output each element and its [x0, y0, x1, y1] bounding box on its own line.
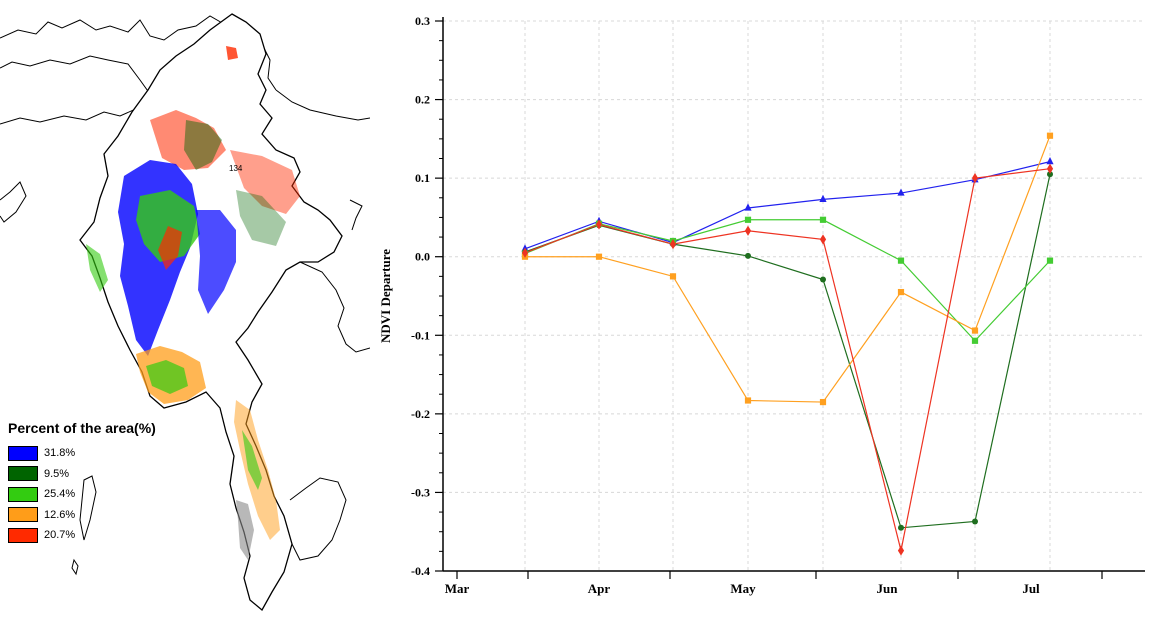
island [79, 475, 97, 541]
data-point [744, 203, 752, 211]
neighbor-border-west [0, 55, 151, 125]
legend-label: 20.7% [44, 529, 76, 542]
legend-swatch [8, 445, 38, 461]
data-point [897, 288, 905, 296]
data-point [971, 337, 979, 344]
data-point [971, 173, 979, 184]
data-point [819, 194, 827, 202]
legend-swatch [8, 527, 38, 543]
x-tick-label: Jul [1022, 581, 1040, 596]
x-tick-label: Apr [588, 581, 611, 596]
south-strip-green [242, 430, 262, 490]
blue-region-east [196, 210, 236, 314]
grey-islands [236, 500, 254, 560]
data-point [971, 327, 979, 334]
y-tick-label: 0.2 [415, 93, 430, 107]
coastline-peninsula [349, 199, 363, 231]
legend-label: 9.5% [44, 467, 70, 480]
data-point [897, 545, 905, 556]
data-point [669, 273, 677, 280]
data-point [972, 518, 978, 525]
region-label: 134 [229, 164, 243, 173]
legend-item: 25.4% [8, 484, 156, 505]
map-panel: 134 Percent of the area(%) 31.8% 9.5% 25… [0, 0, 370, 618]
y-tick-label: 0.0 [415, 250, 430, 264]
neighbor-border-east [275, 89, 370, 121]
data-point [595, 219, 603, 230]
north-red-spot [226, 46, 238, 60]
y-tick-label: -0.4 [411, 564, 430, 578]
series-line [525, 135, 1051, 403]
x-tick-label: May [730, 581, 756, 596]
country-map: 134 [0, 13, 370, 612]
legend-item: 31.8% [8, 443, 156, 464]
coastline-bay [0, 181, 27, 223]
neighbor-border-southeast [299, 261, 370, 353]
data-point [897, 188, 905, 196]
data-point [819, 216, 827, 223]
legend-swatch [8, 507, 38, 523]
data-point [819, 398, 827, 406]
data-point [1046, 257, 1054, 264]
y-tick-label: -0.3 [411, 485, 430, 499]
data-point [1046, 132, 1054, 139]
data-point [898, 524, 904, 531]
legend-label: 25.4% [44, 488, 76, 501]
data-point [1046, 157, 1054, 165]
green-region-east [236, 190, 286, 246]
legend-title: Percent of the area(%) [8, 420, 156, 436]
y-tick-label: 0.1 [415, 171, 430, 185]
data-point [819, 234, 827, 245]
x-tick-label: Jun [877, 581, 899, 596]
legend-item: 12.6% [8, 505, 156, 526]
data-point [744, 225, 752, 236]
red-region-east [230, 150, 300, 214]
green-region-north [184, 120, 222, 170]
y-axis-label: NDVI Departure [378, 249, 393, 343]
legend-item: 20.7% [8, 525, 156, 546]
legend-label: 12.6% [44, 508, 76, 521]
data-point [745, 252, 751, 259]
data-point [595, 253, 603, 260]
series-line [524, 168, 1051, 551]
legend-swatch [8, 486, 38, 502]
legend-item: 9.5% [8, 464, 156, 485]
data-point [744, 216, 752, 223]
island-small [71, 558, 79, 576]
legend-label: 31.8% [44, 447, 76, 460]
red-region-central [158, 226, 182, 270]
y-tick-label: -0.1 [411, 328, 430, 342]
delta-green [146, 360, 188, 394]
series-line [524, 219, 1051, 342]
series-line [524, 161, 1051, 250]
west-coast-strip [86, 244, 108, 292]
y-tick-label: 0.3 [415, 14, 430, 28]
data-point [744, 397, 752, 404]
series-line [524, 174, 1051, 529]
data-point [820, 276, 826, 283]
y-tick-label: -0.2 [411, 407, 430, 421]
data-point [1047, 171, 1053, 178]
ndvi-chart: 0.3 0.2 0.1 0.0 -0.1 -0.2 -0.3 -0.4 Mar Apr May Jun… [378, 14, 1145, 596]
neighbor-border-south [289, 477, 347, 561]
legend-swatch [8, 466, 38, 482]
map-legend: Percent of the area(%) 31.8% 9.5% 25.4% … [8, 420, 156, 546]
data-point [897, 257, 905, 264]
x-tick-label: Mar [445, 581, 470, 596]
data-point [669, 239, 677, 250]
data-point [521, 247, 529, 258]
red-region-north [150, 110, 226, 170]
